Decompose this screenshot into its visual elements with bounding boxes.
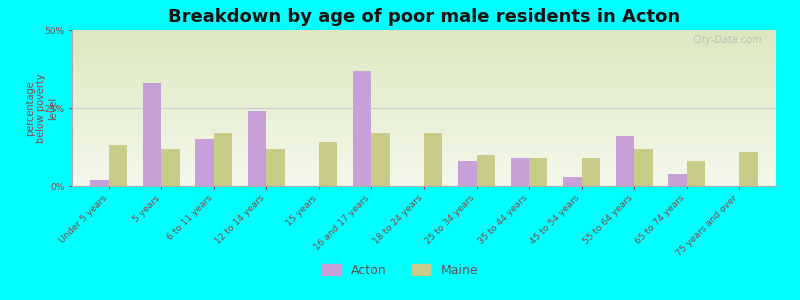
Bar <box>162 148 180 186</box>
Bar <box>686 161 705 186</box>
Bar <box>739 152 758 186</box>
Bar <box>582 158 600 186</box>
Bar <box>143 83 162 186</box>
Y-axis label: percentage
below poverty
level: percentage below poverty level <box>25 73 58 143</box>
Bar <box>668 173 686 186</box>
Bar <box>319 142 338 186</box>
Bar <box>109 146 127 186</box>
Bar <box>477 155 495 186</box>
Bar <box>529 158 547 186</box>
Bar <box>510 158 529 186</box>
Bar <box>266 148 285 186</box>
Bar <box>353 70 371 186</box>
Bar <box>563 177 582 186</box>
Text: City-Data.com: City-Data.com <box>692 35 762 45</box>
Bar <box>214 133 232 186</box>
Bar <box>634 148 653 186</box>
Bar <box>616 136 634 186</box>
Bar <box>90 180 109 186</box>
Bar <box>424 133 442 186</box>
Bar <box>248 111 266 186</box>
Bar <box>371 133 390 186</box>
Legend: Acton, Maine: Acton, Maine <box>317 259 483 282</box>
Title: Breakdown by age of poor male residents in Acton: Breakdown by age of poor male residents … <box>168 8 680 26</box>
Bar <box>458 161 477 186</box>
Bar <box>195 139 214 186</box>
